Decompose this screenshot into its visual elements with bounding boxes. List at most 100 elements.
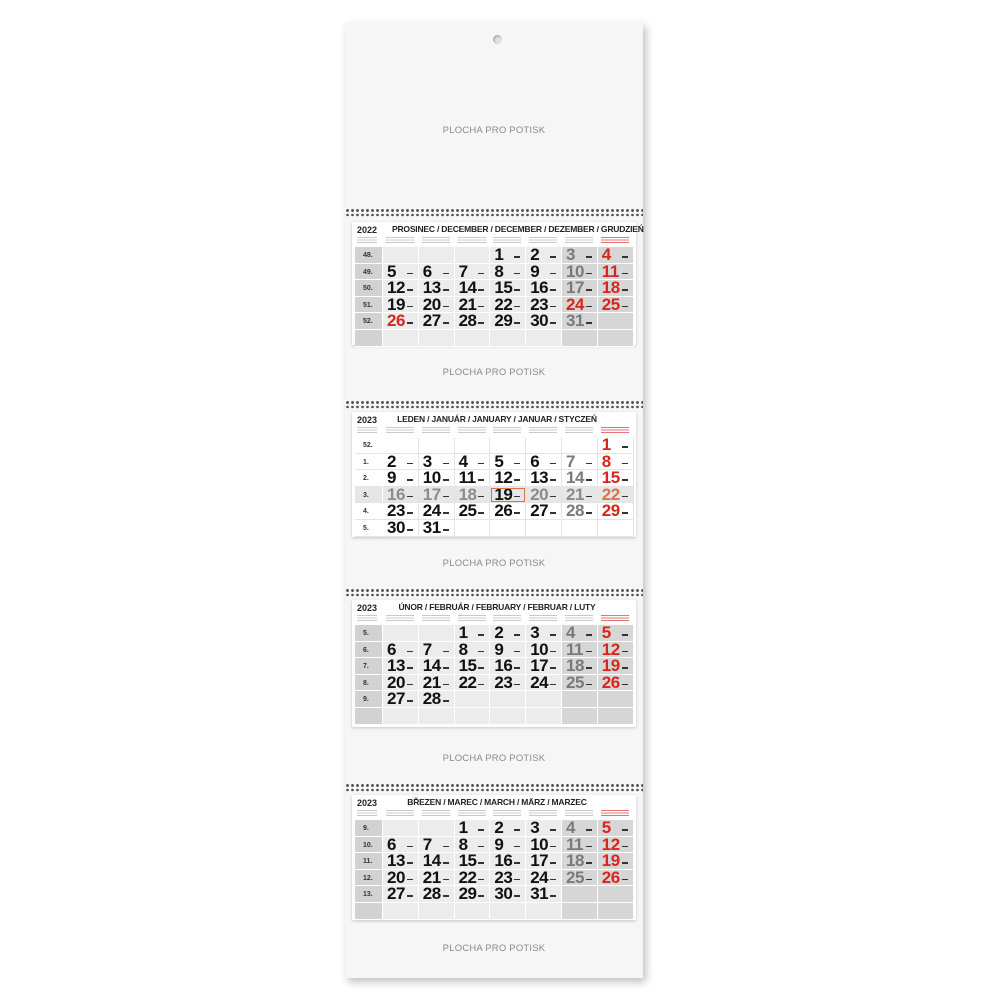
calendar-day: 11	[454, 469, 491, 487]
day-name-label	[357, 237, 377, 243]
empty-cell	[454, 691, 491, 708]
month-block-december: 2022 PROSINEC / DECEMBER / DECEMBER / DEZ…	[352, 222, 644, 347]
calendar-day: 16	[490, 657, 527, 675]
empty-cell	[490, 903, 527, 920]
week-number: 5.	[355, 625, 383, 642]
calendar-day: 20	[383, 869, 419, 887]
calendar-day: 12	[597, 836, 634, 854]
day-name-label	[493, 427, 522, 433]
week-number: 51.	[355, 296, 383, 314]
calendar-day: 19	[490, 486, 527, 504]
calendar-day: 6	[526, 453, 562, 471]
day-name-label	[421, 427, 450, 433]
calendar-day: 27	[418, 313, 455, 330]
calendar-day: 21	[454, 296, 491, 314]
week-number: 4.	[355, 503, 383, 520]
calendar-day: 14	[418, 852, 455, 870]
calendar-day: 21	[418, 674, 455, 692]
empty-cell	[383, 903, 419, 920]
week-number: 3.	[355, 486, 383, 504]
calendar-day: 13	[526, 469, 562, 487]
calendar-day: 1	[454, 819, 491, 837]
calendar-day: 6	[383, 641, 419, 659]
calendar-day: 18	[454, 486, 491, 504]
empty-cell	[383, 625, 419, 642]
calendar-day: 8	[490, 263, 527, 281]
calendar-day: 25	[597, 296, 634, 314]
empty-cell	[454, 520, 491, 537]
calendar-day: 20	[526, 486, 562, 504]
calendar-day: 31	[418, 519, 455, 537]
calendar-day: 1	[490, 246, 527, 264]
calendar-day: 26	[383, 313, 419, 330]
calendar-day: 18	[597, 279, 634, 297]
calendar-day: 21	[418, 869, 455, 887]
calendar-day: 31	[526, 886, 562, 903]
week-number: 50.	[355, 280, 383, 297]
day-name-label	[357, 615, 377, 621]
calendar-day: 29	[490, 313, 527, 330]
empty-cell	[597, 903, 634, 920]
month-title: PROSINEC / DECEMBER / DECEMBER / DEZEMBE…	[392, 224, 644, 234]
calendar-day: 14	[562, 469, 598, 487]
calendar-day: 3	[418, 453, 455, 471]
month-block-february: 2023 ÚNOR / FEBRUÁR / FEBRUARY / FEBRUAR …	[352, 600, 636, 727]
month-title: BŘEZEN / MAREC / MARCH / MÄRZ / MARZEC	[407, 797, 587, 807]
calendar-day: 16	[526, 279, 562, 297]
empty-cell	[597, 520, 634, 537]
calendar-day: 14	[454, 279, 491, 297]
empty-cell	[490, 691, 527, 708]
calendar-day: 27	[383, 886, 419, 903]
month-title: LEDEN / JANUÁR / JANUARY / JANUAR / STYC…	[397, 414, 597, 424]
calendar-day: 18	[562, 657, 598, 675]
calendar-day: 5	[597, 819, 634, 837]
calendar-day: 15	[490, 279, 527, 297]
calendar-day: 1	[454, 624, 491, 642]
empty-cell	[490, 437, 527, 454]
empty-cell	[454, 247, 491, 264]
week-number	[355, 903, 383, 920]
empty-cell	[526, 691, 562, 708]
spiral-binding	[345, 400, 643, 409]
calendar-day: 7	[562, 453, 598, 471]
calendar-day: 7	[418, 641, 455, 659]
empty-cell	[383, 708, 419, 725]
spiral-binding	[345, 208, 643, 217]
calendar-day: 28	[418, 691, 455, 708]
empty-cell	[562, 691, 598, 708]
calendar-day: 2	[490, 624, 527, 642]
calendar-day: 24	[418, 503, 455, 520]
calendar-day: 31	[562, 313, 598, 330]
day-name-label	[565, 237, 593, 243]
calendar-day: 17	[562, 279, 598, 297]
calendar-day: 2	[383, 453, 419, 471]
empty-cell	[454, 708, 491, 725]
empty-cell	[597, 691, 634, 708]
week-number: 49.	[355, 263, 383, 281]
empty-cell	[526, 708, 562, 725]
week-number: 48.	[355, 247, 383, 264]
week-number: 52.	[355, 437, 383, 454]
day-name-label	[421, 615, 450, 621]
empty-cell	[383, 247, 419, 264]
day-name-label	[565, 427, 593, 433]
week-number: 10.	[355, 836, 383, 854]
week-number: 13.	[355, 886, 383, 903]
day-name-label	[493, 615, 522, 621]
calendar-day: 8	[597, 453, 634, 471]
week-number: 9.	[355, 820, 383, 837]
week-number: 52.	[355, 313, 383, 330]
calendar-day: 11	[562, 641, 598, 659]
day-name-label	[600, 810, 629, 816]
day-name-label	[421, 810, 450, 816]
calendar-day: 20	[383, 674, 419, 692]
calendar-day: 15	[597, 469, 634, 487]
empty-cell	[490, 330, 527, 347]
calendar-day: 17	[418, 486, 455, 504]
calendar-day: 22	[490, 296, 527, 314]
calendar-day: 16	[490, 852, 527, 870]
calendar-day: 12	[383, 279, 419, 297]
calendar-day: 12	[490, 469, 527, 487]
calendar-day: 10	[418, 469, 455, 487]
calendar-day: 28	[454, 313, 491, 330]
